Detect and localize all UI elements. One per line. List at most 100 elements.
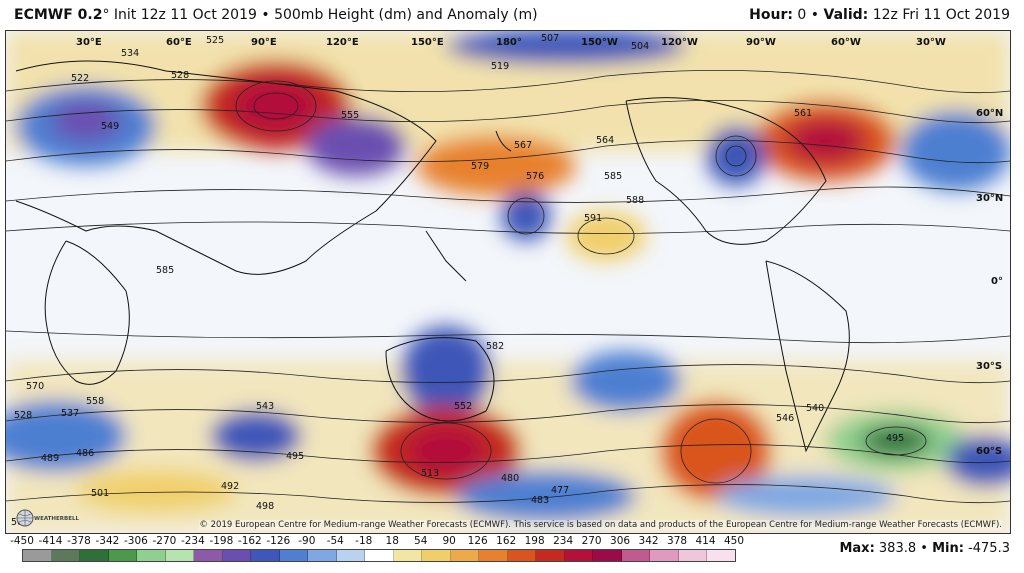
contour-label: 528: [171, 70, 189, 81]
anomaly-colorbar: [22, 549, 736, 562]
lon-label: 150°W: [581, 37, 618, 48]
valid-bullet: •: [810, 7, 820, 23]
colorbar-segment: [450, 550, 480, 561]
map-panel[interactable]: 30°E 60°E 90°E 120°E 150°E 180° 150°W 12…: [5, 30, 1011, 534]
colorbar-tick-label: -54: [326, 535, 344, 547]
contour-label: 522: [71, 73, 89, 84]
copyright-notice: © 2019 European Centre for Medium-range …: [199, 520, 1002, 530]
colorbar-segment: [108, 550, 138, 561]
colorbar-tick-label: -378: [67, 535, 91, 547]
contour-label: 558: [86, 396, 104, 407]
init-time: Init 12z 11 Oct 2019: [113, 7, 257, 23]
lon-label: 90°W: [746, 37, 776, 48]
lon-label: 90°E: [251, 37, 277, 48]
colorbar-segment: [621, 550, 651, 561]
weatherbell-logo: WEATHERBELL: [16, 507, 79, 529]
lat-label: 30°N: [976, 193, 1003, 204]
colorbar-segment: [650, 550, 679, 561]
title-bullet: •: [261, 7, 270, 23]
contour-label: 576: [526, 171, 544, 182]
contour-label: 504: [631, 41, 649, 52]
colorbar-segment: [422, 550, 451, 561]
longitude-labels: 30°E 60°E 90°E 120°E 150°E 180° 150°W 12…: [76, 37, 946, 48]
colorbar-tick-label: 18: [385, 535, 399, 547]
lat-label: 30°S: [976, 361, 1002, 372]
colorbar-segment: [564, 550, 594, 561]
lat-label: 0°: [991, 276, 1003, 287]
contour-label: 582: [486, 341, 504, 352]
colorbar-segment: [308, 550, 337, 561]
colorbar-segment: [51, 550, 81, 561]
degree-symbol: °: [102, 7, 110, 23]
max-value: 383.8: [878, 541, 917, 556]
hour-value: 0: [797, 7, 807, 23]
min-value: -475.3: [968, 541, 1010, 556]
contour-label: 477: [551, 485, 569, 496]
max-label: Max:: [839, 541, 875, 556]
colorbar-tick-labels: -450 -414 -378 -342 -306 -270 -234 -198 -162 -126…: [8, 535, 748, 549]
lon-label: 60°E: [166, 37, 192, 48]
contour-label: 540: [806, 403, 824, 414]
colorbar-segment: [707, 550, 735, 561]
contour-label: 546: [776, 413, 794, 424]
contour-label: 564: [596, 135, 614, 146]
hour-label: Hour:: [749, 7, 793, 23]
header: ECMWF 0.2° Init 12z 11 Oct 2019 • 500mb …: [0, 0, 1024, 30]
coastlines: [15, 60, 850, 453]
colorbar-tick-label: 54: [414, 535, 428, 547]
contour-label: 480: [501, 473, 519, 484]
globe-icon: [16, 509, 34, 527]
contour-label: 501: [91, 488, 109, 499]
colorbar-segment: [678, 550, 708, 561]
colorbar-segment: [165, 550, 195, 561]
contour-label: 486: [76, 448, 94, 459]
lon-label: 180°: [496, 37, 522, 48]
colorbar-tick-label: -450: [10, 535, 34, 547]
colorbar-tick-label: -270: [152, 535, 177, 547]
contour-label: 519: [491, 61, 509, 72]
colorbar-segment: [222, 550, 252, 561]
contour-label: 528: [14, 410, 32, 421]
colorbar-tick-label: -90: [298, 535, 316, 547]
contour-label: 561: [794, 108, 812, 119]
lon-label: 120°E: [326, 37, 359, 48]
latitude-labels: 60°N 30°N 0° 30°S 60°S: [976, 108, 1003, 457]
contour-label: 495: [286, 451, 304, 462]
colorbar-tick-label: 162: [496, 535, 517, 547]
contour-label: 585: [604, 171, 622, 182]
min-label: Min:: [932, 541, 964, 556]
colorbar-tick-label: 342: [638, 535, 659, 547]
colorbar-tick-label: -162: [237, 535, 262, 547]
contour-label: 585: [156, 265, 174, 276]
colorbar-segment: [251, 550, 280, 561]
lat-label: 60°S: [976, 446, 1002, 457]
colorbar-tick-label: -234: [180, 535, 205, 547]
lon-label: 60°W: [831, 37, 861, 48]
lat-label: 60°N: [976, 108, 1003, 119]
contour-label: 588: [626, 195, 644, 206]
colorbar-tick-label: -306: [123, 535, 148, 547]
product-name: 500mb Height (dm) and Anomaly (m): [274, 7, 538, 23]
colorbar-segment: [336, 550, 366, 561]
colorbar-tick-label: 126: [467, 535, 488, 547]
max-min-readout: Max: 383.8 • Min: -475.3: [839, 541, 1010, 556]
contour-label: 537: [61, 408, 79, 419]
colorbar-tick-label: 306: [610, 535, 631, 547]
colorbar-tick-label: 450: [723, 535, 745, 547]
contour-label: 498: [256, 501, 274, 512]
valid-value: 12z Fri 11 Oct 2019: [872, 7, 1010, 23]
colorbar-segment: [507, 550, 537, 561]
lon-label: 30°E: [76, 37, 102, 48]
colorbar-tick-label: -126: [266, 535, 291, 547]
contour-label: 543: [256, 401, 274, 412]
colorbar-tick-label: 90: [442, 535, 456, 547]
height-contours: [6, 69, 1010, 504]
colorbar-tick-label: -414: [38, 535, 63, 547]
contour-label: 567: [514, 140, 532, 151]
model-name: ECMWF 0.2: [14, 7, 103, 23]
contour-label: 495: [886, 433, 904, 444]
contour-label: 492: [221, 481, 239, 492]
colorbar-segment: [393, 550, 423, 561]
contour-label: 483: [531, 495, 549, 506]
colorbar-tick-label: 198: [524, 535, 545, 547]
